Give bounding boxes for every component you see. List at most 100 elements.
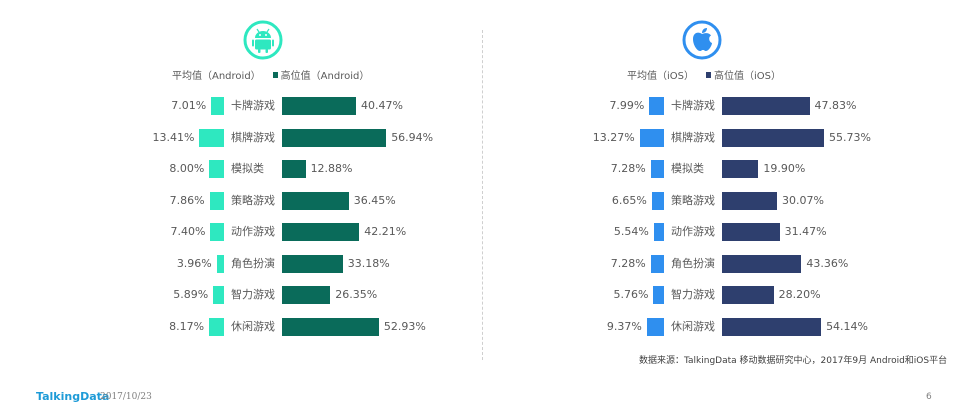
android-bar-row: 7.86% 策略游戏 36.45%	[0, 191, 482, 211]
android-high-bar	[282, 128, 387, 147]
android-category-label: 动作游戏	[231, 225, 275, 238]
android-category-label: 棋牌游戏	[231, 130, 275, 144]
android-avg-bar	[209, 160, 224, 178]
ios-high-bar	[722, 160, 759, 178]
android-avg-value-label: 7.40%	[170, 225, 206, 238]
ios-avg-value-label: 7.28%	[610, 162, 646, 175]
ios-avg-value-label: 7.28%	[610, 256, 646, 270]
android-avg-value-label: 13.41%	[152, 130, 195, 144]
ios-avg-bar	[650, 254, 664, 273]
android-high-bar	[282, 191, 349, 210]
ios-avg-value-label: 5.54%	[613, 225, 649, 238]
android-avg-value-label: 7.86%	[169, 193, 205, 207]
ios-avg-value-label: 5.76%	[613, 288, 649, 301]
android-bar-row: 7.01% 卡牌游戏 40.47%	[0, 96, 482, 116]
android-avg-value-label: 7.01%	[171, 99, 207, 112]
android-avg-value-label: 3.96%	[176, 256, 212, 270]
android-avg-bar	[211, 97, 224, 115]
ios-high-bar	[722, 128, 824, 147]
ios-avg-value-label: 13.27%	[592, 130, 635, 144]
ios-high-value-label: 43.36%	[806, 256, 849, 270]
android-avg-bar	[199, 128, 224, 147]
android-category-label: 智力游戏	[231, 288, 275, 301]
ios-high-bar	[722, 97, 810, 115]
legend-swatch-android-high	[272, 71, 278, 78]
legend-item-ios-avg: 平均值（iOS）	[627, 67, 694, 82]
android-bar-row: 3.96% 角色扮演 33.18%	[0, 254, 482, 274]
ios-high-bar	[722, 191, 778, 210]
android-bar-row: 5.89% 智力游戏 26.35%	[0, 285, 482, 305]
android-avg-bar	[209, 317, 224, 336]
ios-avg-bar	[653, 286, 664, 304]
android-avg-bar	[213, 286, 224, 304]
android-avg-value-label: 5.89%	[173, 288, 209, 301]
ios-avg-bar	[646, 317, 664, 336]
ios-bar-row: 9.37% 休闲游戏 54.14%	[483, 317, 965, 337]
android-bar-row: 7.40% 动作游戏 42.21%	[0, 222, 482, 242]
android-high-bar	[282, 317, 379, 336]
ios-high-bar	[722, 317, 822, 336]
ios-high-value-label: 55.73%	[828, 130, 871, 144]
android-icon	[243, 20, 283, 60]
ios-avg-value-label: 7.99%	[609, 99, 645, 112]
legend-label-android-high: 高位值（Android）	[280, 71, 370, 82]
ios-high-value-label: 47.83%	[814, 99, 857, 112]
ios-bar-row: 5.76% 智力游戏 28.20%	[483, 285, 965, 305]
ios-high-value-label: 28.20%	[778, 288, 821, 301]
ios-category-label: 模拟类	[671, 162, 704, 175]
android-high-value-label: 36.45%	[353, 193, 396, 207]
ios-avg-bar	[649, 97, 664, 115]
android-bar-row: 8.17% 休闲游戏 52.93%	[0, 317, 482, 337]
legend-item-android-high: 高位值（Android）	[272, 67, 370, 82]
ios-avg-bar	[639, 128, 664, 147]
ios-high-value-label: 31.47%	[784, 225, 827, 238]
ios-category-label: 动作游戏	[671, 225, 715, 238]
android-avg-bar	[209, 191, 224, 210]
ios-high-value-label: 30.07%	[782, 193, 824, 207]
ios-avg-value-label: 6.65%	[611, 193, 647, 207]
android-high-value-label: 33.18%	[347, 256, 390, 270]
legend-label-ios-avg: 平均值（iOS）	[627, 71, 694, 82]
footer-date: 2017/10/23	[100, 392, 152, 402]
ios-high-bar	[722, 286, 774, 304]
ios-category-label: 角色扮演	[671, 256, 715, 270]
android-high-bar	[282, 286, 331, 304]
panel-divider	[482, 30, 483, 360]
ios-category-label: 卡牌游戏	[671, 99, 715, 112]
android-high-value-label: 42.21%	[364, 225, 407, 238]
ios-avg-value-label: 9.37%	[606, 319, 642, 333]
android-category-label: 休闲游戏	[231, 319, 275, 333]
ios-high-bar	[722, 223, 780, 241]
android-avg-value-label: 8.17%	[169, 319, 205, 333]
ios-bar-row: 7.99% 卡牌游戏 47.83%	[483, 96, 965, 116]
legend-item-android-avg: 平均值（Android）	[172, 67, 261, 82]
ios-avg-bar	[650, 160, 664, 178]
ios-panel: 平均值（iOS） 高位值（iOS） 7.99% 卡牌游戏 47.83% 13.27% 棋…	[483, 0, 965, 360]
ios-category-label: 休闲游戏	[671, 319, 715, 333]
android-high-value-label: 56.94%	[391, 130, 434, 144]
ios-category-label: 智力游戏	[671, 288, 715, 301]
legend-swatch-ios-high	[706, 71, 711, 78]
ios-bar-row: 7.28% 模拟类 19.90%	[483, 159, 965, 179]
ios-avg-bar	[651, 191, 664, 210]
data-source-note: 数据来源：TalkingData 移动数据研究中心，2017年9月 Androi…	[639, 356, 948, 366]
legend-label-ios-high: 高位值（iOS）	[714, 71, 781, 82]
android-high-value-label: 40.47%	[361, 99, 403, 112]
android-avg-bar	[216, 254, 224, 273]
android-high-bar	[282, 97, 357, 115]
android-bar-row: 13.41% 棋牌游戏 56.94%	[0, 128, 482, 148]
ios-high-value-label: 19.90%	[763, 162, 806, 175]
ios-bar-row: 7.28% 角色扮演 43.36%	[483, 254, 965, 274]
android-category-label: 卡牌游戏	[231, 99, 275, 112]
android-high-bar	[282, 160, 306, 178]
ios-avg-bar	[653, 223, 664, 241]
ios-category-label: 棋牌游戏	[671, 130, 715, 144]
android-category-label: 角色扮演	[231, 256, 275, 270]
android-high-value-label: 52.93%	[383, 319, 426, 333]
android-category-label: 模拟类	[231, 162, 264, 175]
ios-high-value-label: 54.14%	[826, 319, 869, 333]
footer-brand-logo: TalkingData	[36, 390, 110, 403]
legend-label-android-avg: 平均值（Android）	[172, 71, 261, 82]
android-bar-row: 8.00% 模拟类 12.88%	[0, 159, 482, 179]
ios-high-bar	[722, 254, 802, 273]
